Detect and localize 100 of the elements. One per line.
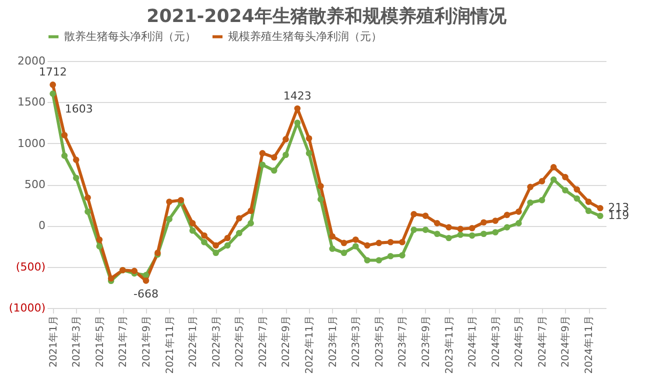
point — [224, 234, 231, 242]
point — [376, 240, 382, 246]
point — [515, 208, 522, 215]
x-tick-label: 2021年9月 — [140, 316, 152, 368]
point — [61, 132, 68, 138]
legend-label: 散养生猪每头净利润（元） — [64, 30, 196, 43]
point — [96, 243, 103, 250]
point — [84, 194, 91, 201]
point — [212, 242, 220, 249]
point — [446, 224, 452, 230]
point — [410, 226, 418, 233]
point — [50, 82, 56, 88]
point — [434, 230, 440, 238]
point — [329, 233, 336, 240]
point — [166, 198, 172, 205]
point — [329, 246, 336, 252]
point — [352, 243, 359, 250]
point — [96, 236, 103, 243]
point — [585, 198, 592, 205]
point — [166, 216, 172, 222]
x-tick-label: 2023年5月 — [373, 316, 386, 368]
x-tick-label: 2023年9月 — [420, 316, 432, 368]
point — [178, 196, 184, 204]
point — [201, 232, 208, 239]
point — [457, 232, 464, 238]
point — [364, 242, 370, 249]
point — [318, 182, 324, 190]
point — [340, 240, 348, 246]
x-tick-label: 2022年7月 — [256, 316, 269, 368]
data-label: 1423 — [283, 90, 312, 103]
y-tick-label: 1500 — [18, 96, 46, 109]
point — [538, 196, 546, 204]
point — [259, 150, 266, 156]
point — [468, 232, 476, 239]
data-label: 1712 — [38, 66, 67, 79]
x-tick-label: 2024年1月 — [466, 316, 479, 368]
x-tick-label: 2024年5月 — [513, 316, 526, 368]
point — [72, 174, 80, 182]
point — [492, 229, 499, 236]
x-tick-label: 2022年5月 — [234, 316, 246, 368]
point — [212, 250, 220, 256]
point — [72, 156, 80, 163]
point — [562, 187, 568, 194]
point — [387, 238, 394, 246]
x-tick-label: 2021年5月 — [94, 316, 106, 368]
point — [236, 230, 242, 236]
point — [446, 234, 452, 242]
legend-label: 规模养殖生猪每头净利润（元） — [228, 30, 382, 43]
point — [585, 208, 592, 214]
point — [480, 219, 487, 226]
y-tick-label: 1000 — [18, 136, 46, 150]
x-tick-label: 2021年7月 — [117, 316, 130, 368]
x-tick-label: 2023年11月 — [443, 316, 456, 374]
point — [504, 212, 510, 218]
data-label: -668 — [134, 288, 158, 301]
point — [492, 218, 499, 224]
point — [306, 135, 312, 142]
point — [422, 226, 429, 233]
x-tick-label: 2024年3月 — [490, 316, 502, 368]
point — [597, 212, 604, 220]
point — [538, 178, 546, 184]
point — [434, 220, 440, 226]
y-tick-label: 0 — [38, 219, 46, 232]
point — [515, 220, 522, 226]
x-tick-label: 2022年9月 — [280, 316, 292, 368]
point — [50, 90, 56, 97]
x-tick-label: 2022年1月 — [187, 316, 200, 368]
point — [399, 238, 406, 246]
x-tick-label: 2024年9月 — [560, 316, 572, 368]
x-tick-label: 2024年11月 — [583, 316, 596, 374]
point — [142, 272, 150, 278]
point — [597, 204, 604, 212]
point — [550, 176, 557, 183]
point — [562, 174, 568, 180]
point — [189, 227, 196, 234]
point — [422, 212, 429, 219]
x-tick-label: 2021年3月 — [70, 316, 83, 368]
point — [527, 199, 534, 206]
point — [387, 252, 394, 260]
point — [248, 220, 254, 226]
point — [364, 257, 370, 264]
x-tick-label: 2022年3月 — [210, 316, 222, 368]
x-tick-label: 2023年7月 — [396, 316, 409, 368]
x-tick-label: 2021年1月 — [47, 316, 60, 368]
point — [550, 164, 557, 170]
data-label: 1603 — [64, 102, 93, 116]
y-tick-label: (500) — [16, 260, 46, 274]
x-tick-label: 2023年3月 — [350, 316, 362, 368]
point — [236, 215, 242, 222]
point — [504, 224, 510, 230]
point — [574, 195, 580, 202]
point — [294, 120, 301, 126]
point — [61, 152, 68, 159]
point — [282, 136, 289, 142]
point — [224, 242, 231, 249]
x-tick-label: 2021年11月 — [164, 316, 176, 374]
x-tick-label: 2024年7月 — [536, 316, 548, 368]
point — [189, 220, 196, 226]
point — [131, 268, 138, 274]
point — [457, 226, 464, 232]
